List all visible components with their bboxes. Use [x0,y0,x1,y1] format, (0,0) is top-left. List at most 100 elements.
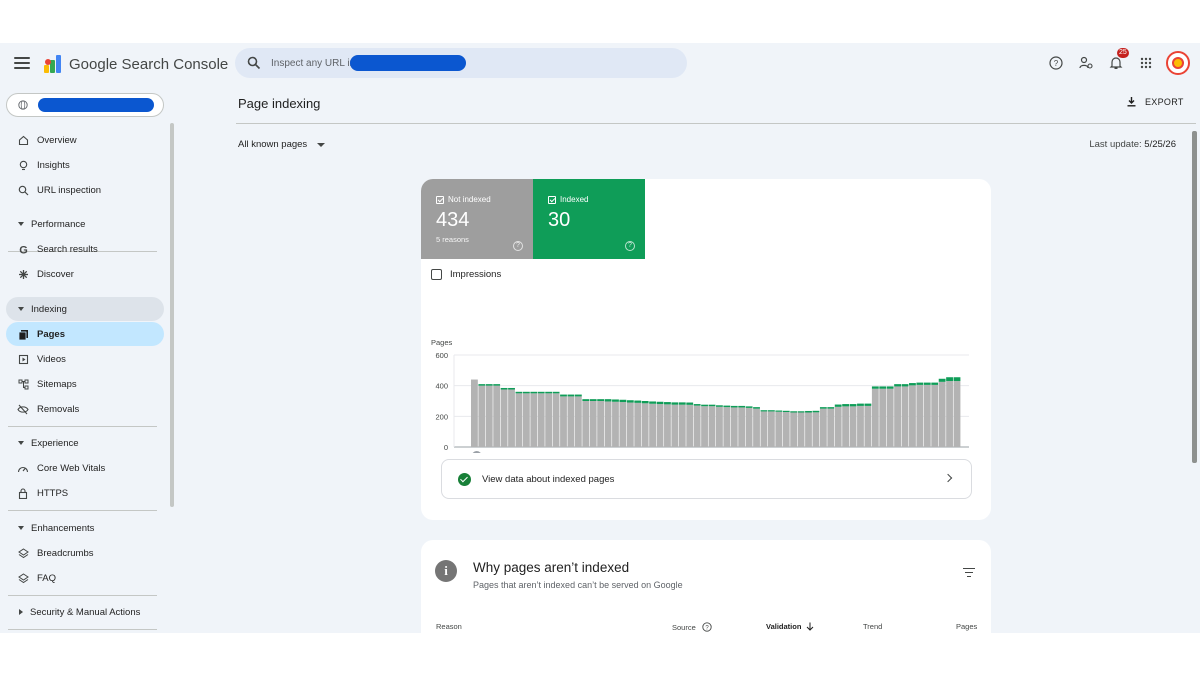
bar-not-indexed[interactable] [493,385,501,447]
sidebar-item-url-inspection[interactable]: URL inspection [6,178,164,202]
bar-not-indexed[interactable] [597,401,605,447]
bar-not-indexed[interactable] [664,404,671,447]
impressions-toggle[interactable]: Impressions [431,269,501,280]
bar-not-indexed[interactable] [612,401,619,447]
bar-indexed[interactable] [871,386,879,389]
help-icon[interactable]: ? [513,241,523,251]
bar-indexed[interactable] [530,391,538,394]
bar-indexed[interactable] [760,410,768,412]
bar-not-indexed[interactable] [671,404,679,447]
bar-indexed[interactable] [560,394,567,397]
bar-not-indexed[interactable] [656,404,664,447]
sidebar-item-sitemaps[interactable]: Sitemaps [6,372,164,396]
bar-not-indexed[interactable] [864,405,872,447]
bar-indexed[interactable] [782,410,790,413]
bar-indexed[interactable] [678,402,686,405]
sidebar-item-insights[interactable]: Insights [6,153,164,177]
bar-indexed[interactable] [537,391,545,394]
main-menu-button[interactable] [14,55,30,71]
bar-not-indexed[interactable] [522,393,530,447]
bar-indexed[interactable] [693,404,701,406]
bar-indexed[interactable] [567,394,575,397]
bar-not-indexed[interactable] [842,406,850,447]
bar-not-indexed[interactable] [634,402,642,447]
bar-not-indexed[interactable] [649,403,656,447]
bar-not-indexed[interactable] [574,396,582,447]
bar-not-indexed[interactable] [931,384,939,447]
bar-not-indexed[interactable] [537,393,545,447]
bar-indexed[interactable] [723,405,731,408]
sidebar-item-breadcrumbs[interactable]: Breadcrumbs [6,541,164,565]
col-header-pages[interactable]: Pages [956,622,977,631]
page-filter-dropdown[interactable]: All known pages [238,139,326,150]
apps-button[interactable] [1134,51,1158,75]
bar-not-indexed[interactable] [886,388,894,447]
indexed-tile[interactable]: Indexed 30 ? [533,179,645,259]
search-input[interactable] [271,54,671,72]
bar-not-indexed[interactable] [485,385,493,447]
bar-not-indexed[interactable] [790,412,798,448]
sidebar-item-removals[interactable]: Removals [6,397,164,421]
bar-indexed[interactable] [797,411,805,413]
bar-not-indexed[interactable] [567,396,575,447]
bar-not-indexed[interactable] [641,403,649,447]
not-indexed-tile[interactable]: Not indexed 434 5 reasons ? [421,179,533,259]
property-selector[interactable] [6,93,164,117]
bar-not-indexed[interactable] [530,393,538,447]
sidebar-section-indexing[interactable]: Indexing [6,297,164,321]
bar-indexed[interactable] [864,403,872,406]
bar-indexed[interactable] [745,406,753,408]
bar-indexed[interactable] [894,384,901,387]
bar-not-indexed[interactable] [693,405,701,447]
help-button[interactable]: ? [1044,51,1068,75]
bar-not-indexed[interactable] [819,408,827,447]
bar-not-indexed[interactable] [805,412,812,448]
bar-indexed[interactable] [923,382,931,385]
bar-not-indexed[interactable] [745,407,753,447]
bar-indexed[interactable] [827,407,835,409]
bar-not-indexed[interactable] [478,385,486,447]
account-avatar[interactable] [1166,51,1190,75]
bar-indexed[interactable] [849,404,857,407]
bar-indexed[interactable] [545,391,553,394]
bar-not-indexed[interactable] [545,393,553,447]
col-header-reason[interactable]: Reason [436,622,462,631]
bar-not-indexed[interactable] [619,402,627,447]
bar-indexed[interactable] [664,402,671,405]
bar-indexed[interactable] [738,405,746,408]
bar-indexed[interactable] [493,384,501,386]
bar-indexed[interactable] [842,404,850,407]
bar-indexed[interactable] [708,404,716,407]
bar-not-indexed[interactable] [708,406,716,447]
view-indexed-data-link[interactable]: View data about indexed pages [441,459,972,499]
sidebar-section-enhancements[interactable]: Enhancements [6,516,164,540]
col-header-source[interactable]: Source ? [672,622,712,632]
bar-indexed[interactable] [879,386,887,389]
sidebar-section-performance[interactable]: Performance [6,212,164,236]
bar-not-indexed[interactable] [946,381,953,447]
bar-indexed[interactable] [604,399,612,402]
bar-not-indexed[interactable] [738,407,746,447]
bar-not-indexed[interactable] [797,412,805,448]
sidebar-item-discover[interactable]: Discover [6,262,164,286]
bar-indexed[interactable] [582,399,590,401]
bar-indexed[interactable] [626,400,634,403]
bar-not-indexed[interactable] [701,406,708,447]
bar-not-indexed[interactable] [953,381,961,447]
bar-not-indexed[interactable] [552,393,560,447]
sidebar-item-core-web-vitals[interactable]: Core Web Vitals [6,456,164,480]
bar-not-indexed[interactable] [515,393,523,447]
bar-indexed[interactable] [671,402,679,405]
bar-indexed[interactable] [901,384,909,387]
bar-indexed[interactable] [938,378,946,382]
bar-not-indexed[interactable] [471,379,478,447]
export-button[interactable]: EXPORT [1126,96,1184,107]
bar-not-indexed[interactable] [686,404,694,447]
bar-not-indexed[interactable] [923,384,931,447]
bar-not-indexed[interactable] [775,411,783,447]
sidebar-section-experience[interactable]: Experience [6,431,164,455]
users-settings-button[interactable] [1074,51,1098,75]
bar-indexed[interactable] [819,407,827,409]
sidebar-item-https[interactable]: HTTPS [6,481,164,505]
bar-not-indexed[interactable] [508,389,515,448]
